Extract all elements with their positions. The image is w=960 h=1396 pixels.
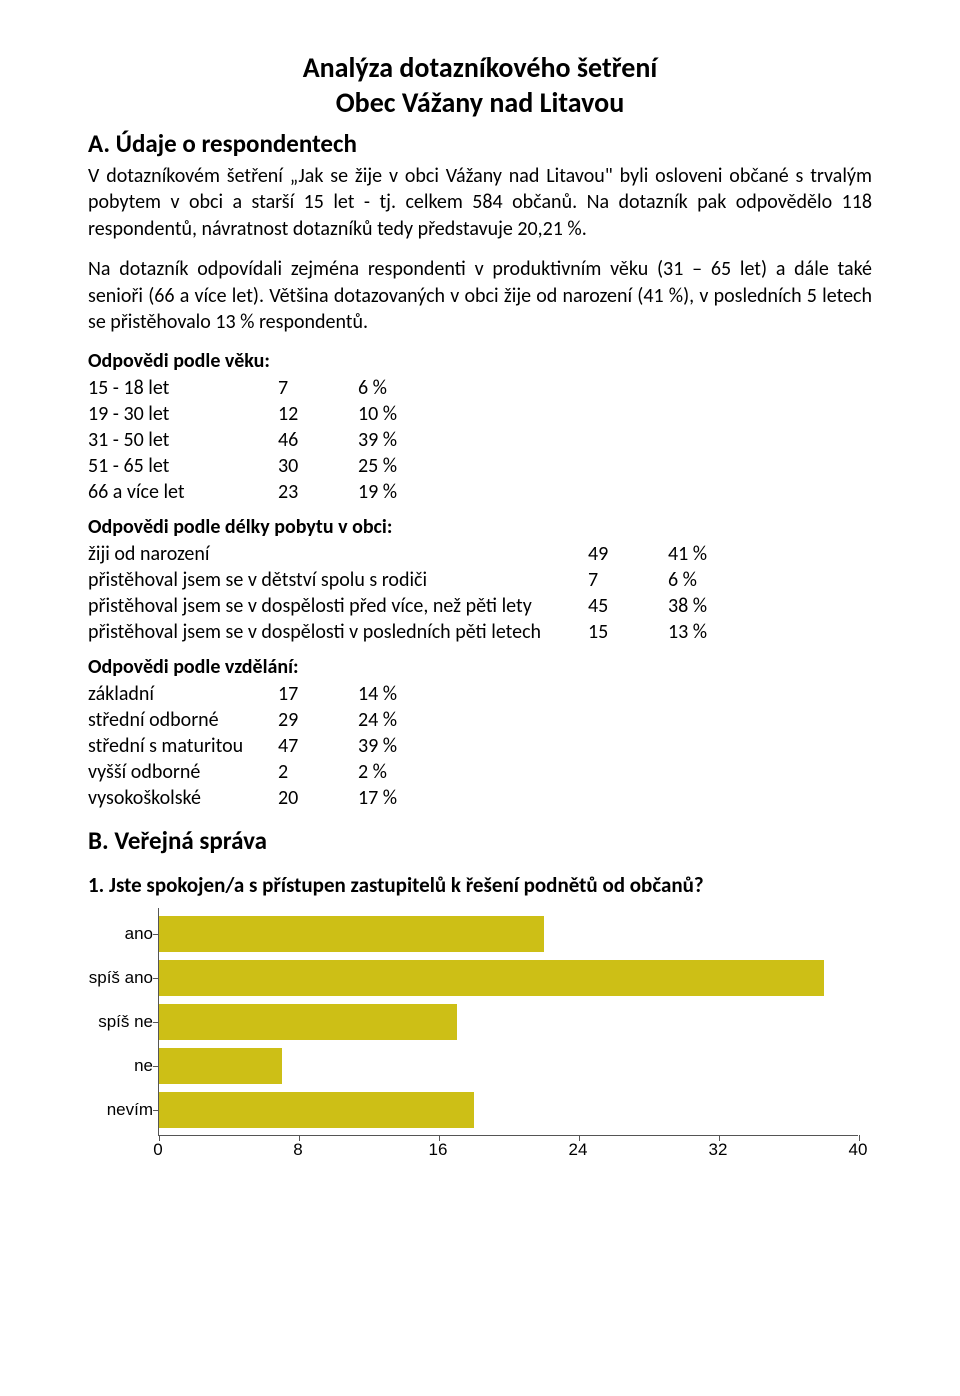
table-cell: základní [88,681,278,707]
doc-title-line1: Analýza dotazníkového šetření [88,50,872,85]
chart-xlabel: 32 [709,1140,728,1160]
table-cell: 29 [278,707,358,733]
table-row: vyšší odborné22 % [88,759,438,785]
table-row: 15 - 18 let76 % [88,375,438,401]
education-table: základní1714 %střední odborné2924 %střed… [88,681,438,811]
chart-ylabel: ne [73,1056,153,1076]
section-a-heading: A. Údaje o respondentech [88,128,872,159]
table-row: žiji od narození4941 % [88,541,748,567]
table-cell: 15 [588,619,668,645]
table-row: přistěhoval jsem se v dospělosti v posle… [88,619,748,645]
table-cell: 23 [278,479,358,505]
residence-table: žiji od narození4941 %přistěhoval jsem s… [88,541,748,645]
table-cell: přistěhoval jsem se v dospělosti v posle… [88,619,588,645]
table-cell: 31 - 50 let [88,427,278,453]
table-cell: 49 [588,541,668,567]
table-row: základní1714 % [88,681,438,707]
table-cell: 38 % [668,593,748,619]
table-cell: 12 [278,401,358,427]
education-heading: Odpovědi podle vzdělání: [88,655,872,679]
table-cell: přistěhoval jsem se v dětství spolu s ro… [88,567,588,593]
table-cell: 6 % [668,567,748,593]
section-b-heading: B. Veřejná správa [88,825,872,856]
table-cell: 30 [278,453,358,479]
chart-ylabel: spíš ano [73,968,153,988]
chart-xlabel: 0 [153,1140,162,1160]
table-cell: 13 % [668,619,748,645]
table-cell: vyšší odborné [88,759,278,785]
section-a-para1: V dotazníkovém šetření „Jak se žije v ob… [88,163,872,242]
section-a-para2: Na dotazník odpovídali zejména responden… [88,256,872,335]
table-cell: 7 [278,375,358,401]
table-cell: 15 - 18 let [88,375,278,401]
age-heading: Odpovědi podle věku: [88,349,872,373]
table-cell: 19 % [358,479,438,505]
chart-xlabel: 24 [569,1140,588,1160]
table-cell: 20 [278,785,358,811]
table-cell: 24 % [358,707,438,733]
chart-bar [159,916,544,952]
table-row: 51 - 65 let3025 % [88,453,438,479]
table-cell: 47 [278,733,358,759]
chart-xlabel: 16 [429,1140,448,1160]
table-cell: 39 % [358,427,438,453]
chart-ylabel: nevím [73,1100,153,1120]
table-cell: 66 a více let [88,479,278,505]
chart-bar [159,1092,474,1128]
table-cell: vysokoškolské [88,785,278,811]
table-cell: 39 % [358,733,438,759]
table-cell: střední s maturitou [88,733,278,759]
chart-bar [159,960,824,996]
table-cell: přistěhoval jsem se v dospělosti před ví… [88,593,588,619]
chart-ylabel: spíš ne [73,1012,153,1032]
table-cell: 6 % [358,375,438,401]
table-row: přistěhoval jsem se v dětství spolu s ro… [88,567,748,593]
table-row: přistěhoval jsem se v dospělosti před ví… [88,593,748,619]
chart-q1: anospíš anospíš nenenevím 0816243240 [158,908,858,1166]
table-cell: 51 - 65 let [88,453,278,479]
table-cell: střední odborné [88,707,278,733]
chart-xlabel: 40 [849,1140,868,1160]
table-cell: 2 [278,759,358,785]
table-cell: 10 % [358,401,438,427]
table-cell: 45 [588,593,668,619]
table-row: 19 - 30 let1210 % [88,401,438,427]
table-row: 31 - 50 let4639 % [88,427,438,453]
table-row: 66 a více let2319 % [88,479,438,505]
chart-bar [159,1004,457,1040]
age-table: 15 - 18 let76 %19 - 30 let1210 %31 - 50 … [88,375,438,505]
residence-heading: Odpovědi podle délky pobytu v obci: [88,515,872,539]
question-1: 1. Jste spokojen/a s přístupen zastupite… [88,872,872,898]
table-cell: 17 % [358,785,438,811]
chart-ylabel: ano [73,924,153,944]
table-cell: 17 [278,681,358,707]
table-cell: 19 - 30 let [88,401,278,427]
doc-title-line2: Obec Vážany nad Litavou [88,85,872,120]
table-row: střední odborné2924 % [88,707,438,733]
table-row: střední s maturitou4739 % [88,733,438,759]
table-cell: 14 % [358,681,438,707]
chart-bar [159,1048,282,1084]
table-cell: 7 [588,567,668,593]
table-row: vysokoškolské2017 % [88,785,438,811]
table-cell: žiji od narození [88,541,588,567]
table-cell: 2 % [358,759,438,785]
table-cell: 25 % [358,453,438,479]
table-cell: 46 [278,427,358,453]
chart-xlabel: 8 [293,1140,302,1160]
table-cell: 41 % [668,541,748,567]
